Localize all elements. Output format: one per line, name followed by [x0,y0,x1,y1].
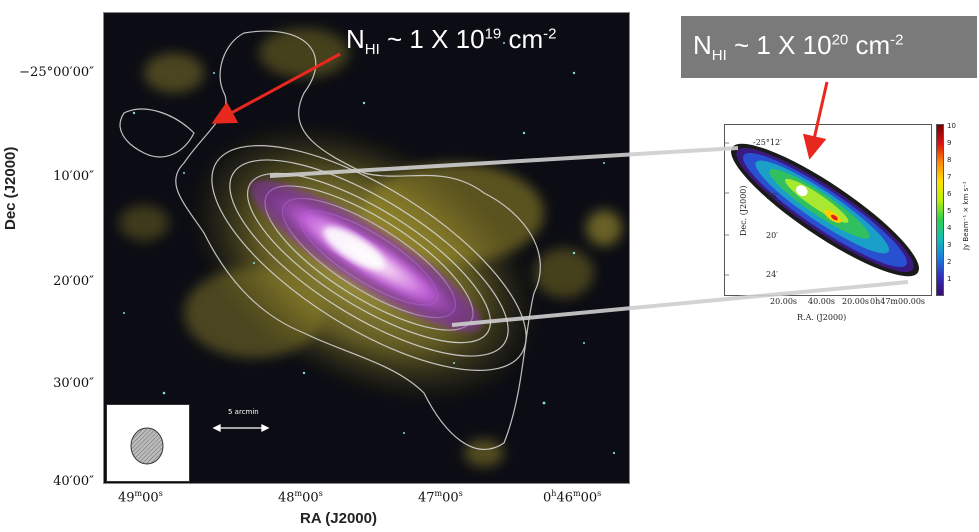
dec-tick-label: 30′00″ [53,376,94,391]
inset-moment-map [724,124,932,296]
beam-ellipse [130,427,164,465]
inset-ra-tick: 0h47m00.00s [870,297,926,306]
inset-x-axis-label: R.A. (J2000) [797,313,847,322]
ra-tick-label: 0h46m00s [543,489,602,506]
ra-tick-label: 47m00s [418,489,463,506]
column-density-annotation-high: NHI ~ 1 X 1020 cm-2 [681,16,977,78]
scale-bar-label: 5 arcmin [228,408,259,416]
y-axis-label: Dec (J2000) [2,146,19,230]
x-axis-label: RA (J2000) [300,510,377,527]
inset-dec-tick: -25°12′ [753,138,782,147]
dec-tick-label: −25°00′00″ [19,65,94,80]
inset-dec-tick: 24′ [766,270,778,279]
beam-size-box [106,404,190,482]
ra-tick-label: 49m00s [118,489,163,506]
galaxy-disk [250,180,482,332]
colorbar-tick: 10 [947,122,956,130]
inset-y-axis-label: Dec. (J2000) [739,185,748,236]
inset-ra-tick: 20.00s [842,297,870,306]
colorbar-title: Jy Beam⁻¹ × km s⁻¹ [962,181,970,250]
dec-tick-label: 10′00″ [53,169,94,184]
colorbar-tick: 5 [947,207,952,215]
scale-bar [212,423,270,433]
colorbar-tick: 6 [947,190,952,198]
dec-tick-label: 20′00″ [53,274,94,289]
star-field [123,42,616,455]
colorbar-tick: 2 [947,258,952,266]
column-density-annotation-low: NHI ~ 1 X 1019 cm-2 [346,24,557,59]
inset-ra-tick: 20.00s [770,297,798,306]
main-image-panel [103,12,630,484]
ra-tick-label: 48m00s [278,489,323,506]
colorbar-tick: 3 [947,241,952,249]
colorbar [936,124,944,296]
colorbar-tick: 7 [947,173,952,181]
inset-ra-tick: 40.00s [808,297,836,306]
inset-dec-tick: 16′ [766,192,778,201]
dec-tick-label: 40′00″ [53,474,94,489]
inset-dec-tick: 20′ [766,231,778,240]
colorbar-tick: 4 [947,224,952,232]
colorbar-tick: 1 [947,275,952,283]
inset-galaxy-map [725,125,931,295]
colorbar-tick: 9 [947,139,952,147]
galaxy-image [104,13,629,483]
colorbar-tick: 8 [947,156,952,164]
